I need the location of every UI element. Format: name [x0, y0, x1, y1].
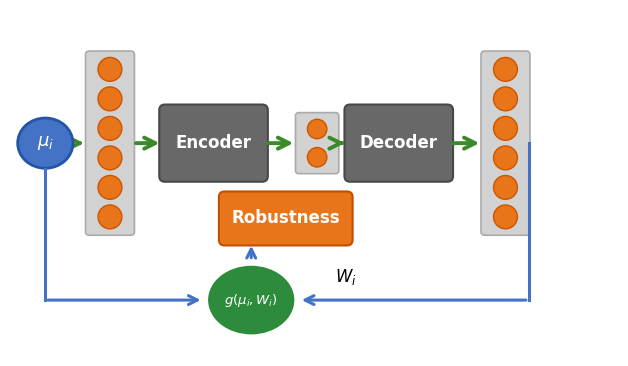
FancyBboxPatch shape [344, 105, 453, 182]
Circle shape [494, 205, 517, 229]
Circle shape [494, 87, 517, 111]
Circle shape [98, 146, 122, 170]
Text: Encoder: Encoder [176, 134, 252, 152]
Circle shape [494, 146, 517, 170]
Circle shape [308, 119, 327, 139]
FancyBboxPatch shape [481, 51, 530, 235]
FancyBboxPatch shape [219, 191, 352, 246]
FancyBboxPatch shape [85, 51, 134, 235]
Text: Robustness: Robustness [232, 209, 340, 228]
Text: $W_i$: $W_i$ [335, 267, 356, 287]
Circle shape [98, 175, 122, 199]
Circle shape [308, 147, 327, 167]
Circle shape [494, 116, 517, 140]
Text: $g(\mu_i, W_i)$: $g(\mu_i, W_i)$ [224, 292, 278, 309]
Circle shape [494, 57, 517, 81]
Circle shape [494, 175, 517, 199]
Ellipse shape [206, 264, 296, 336]
Circle shape [98, 205, 122, 229]
Ellipse shape [18, 118, 73, 168]
FancyBboxPatch shape [296, 113, 338, 173]
Text: $\mu_i$: $\mu_i$ [36, 134, 54, 152]
FancyBboxPatch shape [160, 105, 268, 182]
Circle shape [98, 116, 122, 140]
Circle shape [98, 87, 122, 111]
Circle shape [98, 57, 122, 81]
Text: Decoder: Decoder [360, 134, 438, 152]
